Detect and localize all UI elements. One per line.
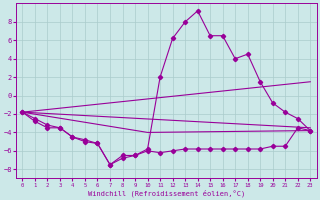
- X-axis label: Windchill (Refroidissement éolien,°C): Windchill (Refroidissement éolien,°C): [88, 189, 245, 197]
